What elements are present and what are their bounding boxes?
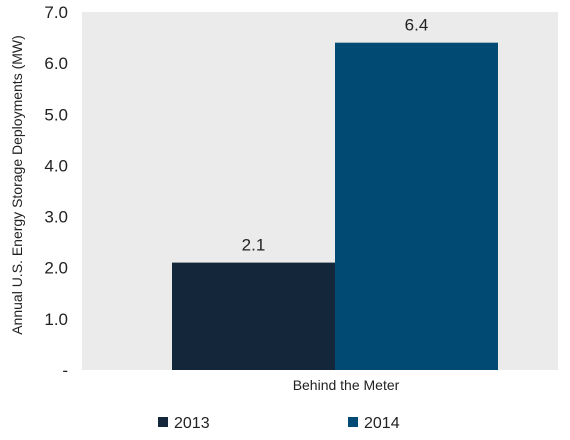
y-tick-label: 3.0 [44,208,68,227]
legend-item-2014: 2014 [348,415,400,432]
y-tick-label: 5.0 [44,105,68,124]
legend-swatch [158,417,168,427]
y-tick-label: 1.0 [44,310,68,329]
y-axis-title: Annual U.S. Energy Storage Deployments (… [9,35,25,335]
category-label: Behind the Meter [293,377,400,393]
y-tick-label: 2.0 [44,259,68,278]
legend-item-2013: 2013 [158,415,210,432]
data-label-2013: 2.1 [242,236,266,255]
y-tick-label: 4.0 [44,156,68,175]
y-tick-label: 6.0 [44,54,68,73]
legend-label: 2013 [174,415,210,432]
bar-2014 [335,42,498,370]
data-label-2014: 6.4 [405,16,429,35]
legend-label: 2014 [364,415,400,432]
y-axis-ticks: - 1.0 2.0 3.0 4.0 5.0 6.0 7.0 [44,3,68,380]
legend: 2013 2014 [158,415,400,432]
bars [172,42,498,370]
y-tick-label: 7.0 [44,3,68,22]
data-labels: 2.1 6.4 [242,16,429,255]
y-tick-label: - [62,361,68,380]
bar-2013 [172,262,335,370]
legend-swatch [348,417,358,427]
